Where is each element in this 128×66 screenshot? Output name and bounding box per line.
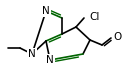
Text: N: N <box>42 6 50 16</box>
Text: N: N <box>46 55 54 65</box>
Text: O: O <box>113 32 121 42</box>
Text: N: N <box>28 49 36 59</box>
Text: Cl: Cl <box>89 12 99 22</box>
